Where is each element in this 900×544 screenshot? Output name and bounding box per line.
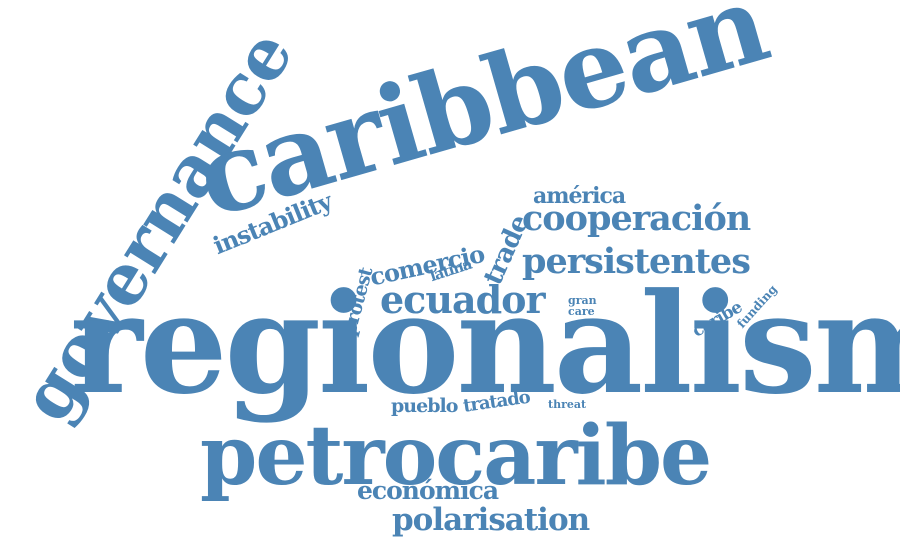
- word-regionalism: regionalism: [70, 262, 900, 425]
- word-care: care: [568, 305, 595, 318]
- word-pueblo: pueblo: [391, 395, 458, 417]
- word-threat: threat: [548, 398, 587, 411]
- word-america: américa: [533, 183, 626, 209]
- word-ecuador: ecuador: [380, 277, 546, 322]
- word-cooperacion: cooperación: [522, 198, 751, 239]
- word-economica: económica: [357, 476, 499, 505]
- word-petrocaribe: petrocaribe: [200, 408, 712, 504]
- word-polarisation: polarisation: [392, 502, 590, 538]
- word-gran: gran: [568, 294, 597, 307]
- word-persistentes: persistentes: [522, 241, 751, 282]
